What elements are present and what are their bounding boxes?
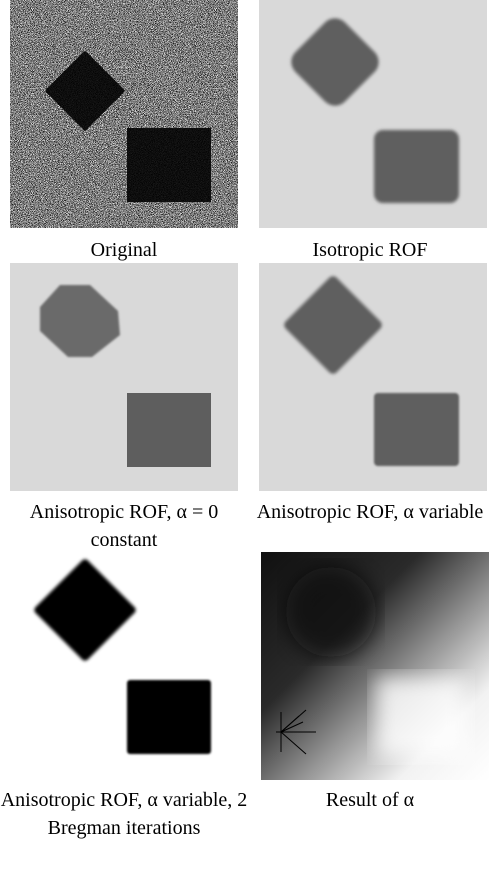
- caption: Anisotropic ROF, α = 0 constant: [0, 498, 248, 554]
- image-bregman: [10, 552, 238, 780]
- image-anisotropic-constant: [10, 263, 238, 491]
- caption: Anisotropic ROF, α variable, 2 Bregman i…: [0, 786, 248, 842]
- image-anisotropic-variable: [259, 263, 487, 491]
- image-alpha: [261, 552, 489, 780]
- caption: Result of α: [246, 786, 491, 814]
- caption: Anisotropic ROF, α variable: [246, 498, 491, 526]
- image-isotropic: [259, 0, 487, 228]
- figure: Original Isotropic ROF Anisotropic ROF, …: [0, 0, 491, 874]
- caption: Isotropic ROF: [246, 236, 491, 264]
- image-original: [10, 0, 238, 228]
- caption: Original: [0, 236, 248, 264]
